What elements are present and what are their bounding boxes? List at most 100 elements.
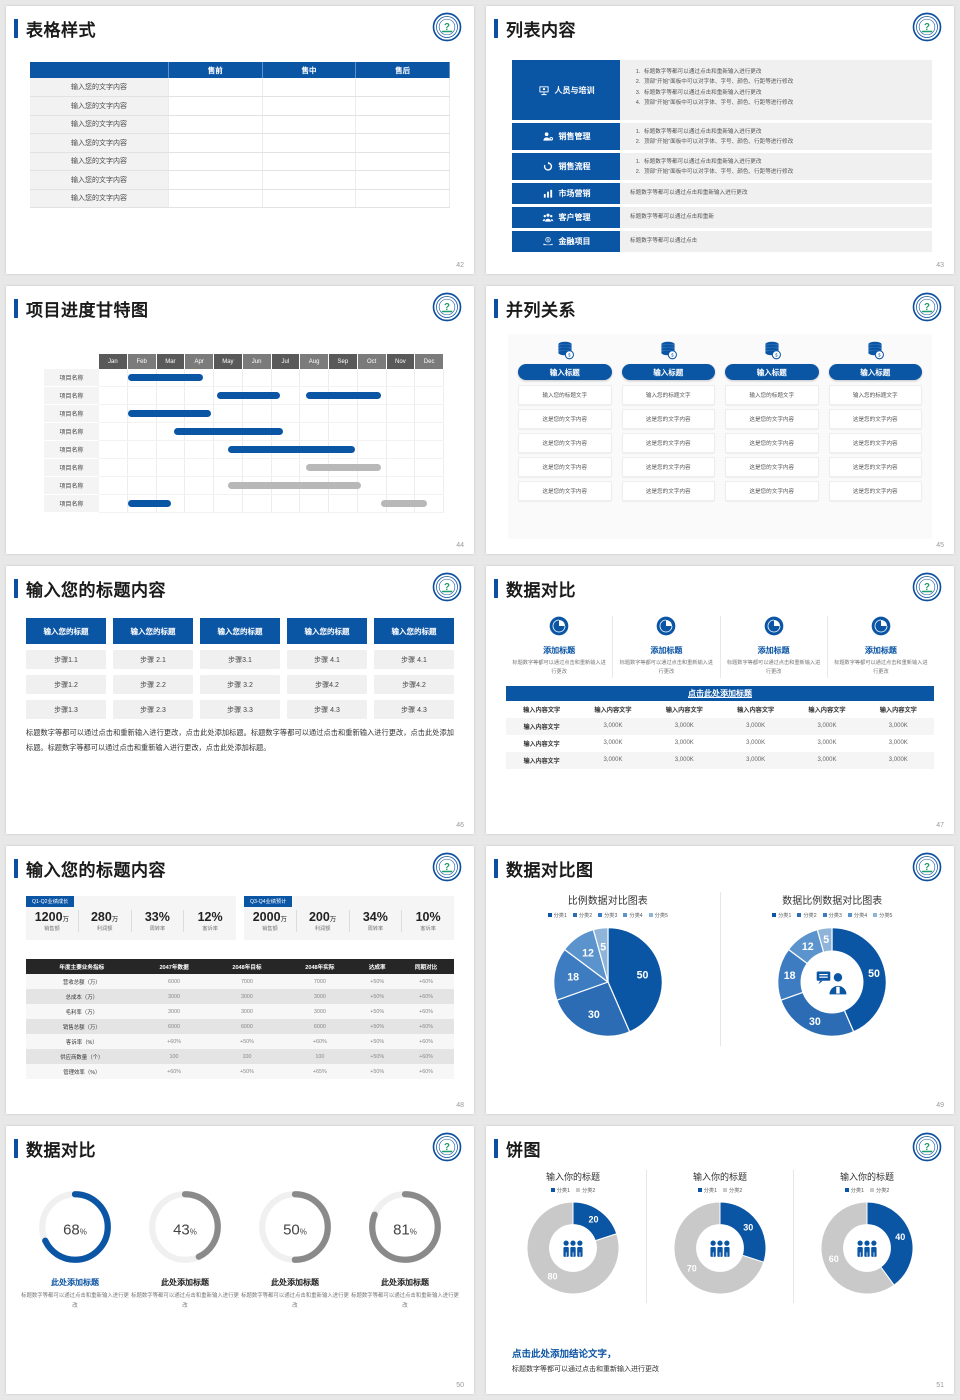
pie-slice[interactable]	[552, 948, 609, 1001]
step-item[interactable]: 步骤 2.1	[113, 650, 193, 669]
list-item-label-客户管理[interactable]: 客户管理	[512, 207, 620, 228]
column-item[interactable]: 这是您的文字内容	[828, 433, 922, 453]
column-item[interactable]: 这是您的文字内容	[828, 409, 922, 429]
gantt-bar[interactable]	[380, 500, 427, 507]
column-item[interactable]: 这是您的文字内容	[621, 433, 715, 453]
list-item[interactable]: ¥ 金融项目 标题数字等都可以通过点击	[512, 231, 932, 252]
gantt-bar[interactable]	[173, 428, 283, 435]
ring-progress[interactable]	[369, 1191, 441, 1263]
step-item[interactable]: 步骤 2.2	[113, 675, 193, 694]
list-item-label-人员与培训[interactable]: 人员与培训	[512, 60, 620, 120]
gantt-bar[interactable]	[228, 482, 361, 489]
column-item[interactable]: 输入您的标题文字	[518, 385, 612, 405]
column-item[interactable]: 这是您的文字内容	[518, 433, 612, 453]
legend-item[interactable]: 分类2	[572, 912, 592, 919]
company-seal-logo-icon: ?	[432, 572, 462, 602]
column-title-pill[interactable]: 输入标题	[518, 364, 612, 380]
step-column-header[interactable]: 输入您的标题	[374, 618, 454, 644]
step-item[interactable]: 步骤1.2	[26, 675, 106, 694]
refresh-cycle-icon	[542, 161, 554, 172]
step-item[interactable]: 步骤1.3	[26, 700, 106, 719]
legend-item[interactable]: 分类4	[623, 912, 643, 919]
column-item[interactable]: 输入您的标题文字	[725, 385, 819, 405]
gantt-bar[interactable]	[216, 392, 281, 399]
ring-progress[interactable]	[39, 1191, 111, 1263]
step-column-header[interactable]: 输入您的标题	[287, 618, 367, 644]
pie-slice[interactable]	[607, 927, 663, 1033]
legend-item[interactable]: 分类4	[847, 912, 867, 919]
list-item[interactable]: 人员与培训 标题数字等都可以通过点击和重新输入进行更改顶部“开始”面板中可以对字体…	[512, 60, 932, 120]
pie-slice[interactable]	[555, 981, 631, 1037]
column-item[interactable]: 这是您的文字内容	[621, 409, 715, 429]
step-item[interactable]: 步骤 3.2	[200, 675, 280, 694]
list-item-label-销售流程[interactable]: 销售流程	[512, 153, 620, 180]
list-item[interactable]: 销售管理 标题数字等都可以通过点击和重新输入进行更改顶部“开始”面板中可以对字体、…	[512, 123, 932, 150]
list-item-label-市场营销[interactable]: 市场营销	[512, 183, 620, 204]
legend-item[interactable]: 分类2	[723, 1187, 742, 1194]
table-row: 输入内容文字 3,000K 3,000K 3,000K 3,000K 3,000K	[506, 751, 934, 769]
gantt-bar[interactable]	[127, 410, 212, 417]
step-item[interactable]: 步骤 4.1	[374, 650, 454, 669]
step-item[interactable]: 步骤 2.3	[113, 700, 193, 719]
chart-canvas: 30 70	[670, 1198, 770, 1303]
gantt-bar[interactable]	[306, 392, 381, 399]
slide-44: 项目进度甘特图 ? Jan Feb Mar Apr May Jun Jul Aug Sep Oct…	[0, 280, 480, 560]
gantt-bar[interactable]	[127, 500, 171, 507]
step-item[interactable]: 步骤 3.3	[200, 700, 280, 719]
list-item[interactable]: 客户管理 标题数字等都可以通过点击和重新	[512, 207, 932, 228]
legend-item[interactable]: 分类2	[797, 912, 817, 919]
column-item[interactable]: 这是您的文字内容	[828, 457, 922, 477]
legend-item[interactable]: 分类2	[870, 1187, 889, 1194]
table-cell: 管理效率（%）	[26, 1064, 138, 1079]
step-item[interactable]: 步骤1.1	[26, 650, 106, 669]
gantt-bar[interactable]	[228, 446, 355, 453]
step-column-header[interactable]: 输入您的标题	[200, 618, 280, 644]
step-item[interactable]: 步骤 4.3	[287, 700, 367, 719]
list-item-label-金融项目[interactable]: ¥ 金融项目	[512, 231, 620, 252]
column-item[interactable]: 这是您的文字内容	[725, 457, 819, 477]
column-item[interactable]: 这是您的文字内容	[725, 433, 819, 453]
column-title-pill[interactable]: 输入标题	[725, 364, 819, 380]
column-item[interactable]: 这是您的文字内容	[725, 409, 819, 429]
column-item[interactable]: 这是您的文字内容	[828, 481, 922, 501]
list-item[interactable]: 销售流程 标题数字等都可以通过点击和重新输入进行更改顶部“开始”面板中可以对字体、…	[512, 153, 932, 180]
step-item[interactable]: 步骤 4.1	[287, 650, 367, 669]
legend-item[interactable]: 分类5	[648, 912, 668, 919]
step-item[interactable]: 步骤4.2	[287, 675, 367, 694]
step-item[interactable]: 步骤4.2	[374, 675, 454, 694]
column-item[interactable]: 这是您的文字内容	[621, 481, 715, 501]
legend-item[interactable]: 分类1	[772, 912, 791, 919]
page-number: 46	[456, 822, 464, 829]
column-item[interactable]: 这是您的文字内容	[518, 409, 612, 429]
column-item[interactable]: 输入您的标题文字	[621, 385, 715, 405]
legend-item[interactable]: 分类1	[547, 912, 567, 919]
column-item[interactable]: 这是您的文字内容	[621, 457, 715, 477]
column-item[interactable]: 输入您的标题文字	[828, 385, 922, 405]
legend-item[interactable]: 分类2	[576, 1187, 595, 1194]
column-title-pill[interactable]: 输入标题	[621, 364, 715, 380]
ring-value: 81%	[393, 1221, 417, 1238]
table-header-row: 年度主要业务指标 2047年数据 2048年目标 2048年实际 达成率 同期对比	[26, 959, 454, 974]
step-column-header[interactable]: 输入您的标题	[26, 618, 106, 644]
step-item[interactable]: 步骤 4.3	[374, 700, 454, 719]
presentation-icon	[538, 85, 550, 96]
ring-progress[interactable]	[259, 1191, 331, 1263]
column-item[interactable]: 这是您的文字内容	[725, 481, 819, 501]
column-item[interactable]: 这是您的文字内容	[518, 481, 612, 501]
legend-item[interactable]: 分类5	[873, 912, 892, 919]
ring-progress[interactable]	[149, 1191, 221, 1263]
list-item[interactable]: 市场营销 标题数字等都可以通过点击和重新输入进行更改	[512, 183, 932, 204]
legend-item[interactable]: 分类1	[844, 1187, 864, 1194]
step-column-header[interactable]: 输入您的标题	[113, 618, 193, 644]
column-item[interactable]: 这是您的文字内容	[518, 457, 612, 477]
list-item-label-销售管理[interactable]: 销售管理	[512, 123, 620, 150]
gantt-bar[interactable]	[306, 464, 381, 471]
legend-item[interactable]: 分类3	[822, 912, 842, 919]
pie-slice[interactable]	[592, 927, 609, 983]
legend-item[interactable]: 分类1	[697, 1187, 717, 1194]
legend-item[interactable]: 分类1	[550, 1187, 570, 1194]
gantt-bar[interactable]	[127, 374, 203, 381]
legend-item[interactable]: 分类3	[598, 912, 617, 919]
step-item[interactable]: 步骤3.1	[200, 650, 280, 669]
column-title-pill[interactable]: 输入标题	[828, 364, 922, 380]
